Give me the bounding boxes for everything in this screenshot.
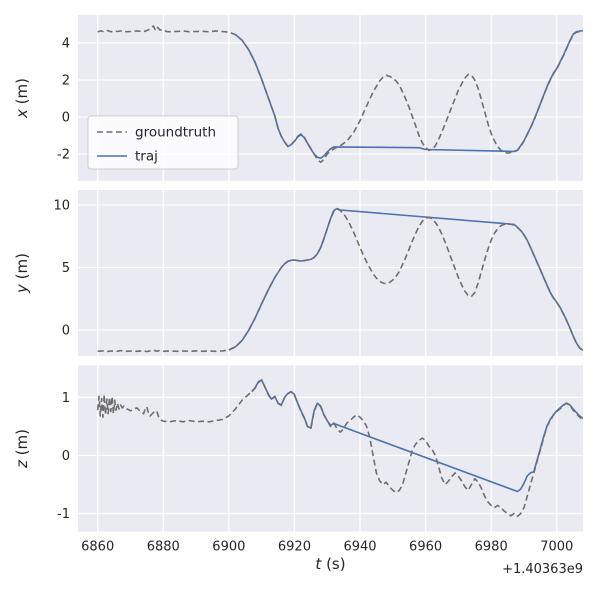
- y-axis-label-y: y (m): [13, 253, 31, 294]
- legend-label-groundtruth: groundtruth: [135, 125, 216, 141]
- x-tick-label: 7000: [540, 540, 573, 555]
- legend-label-traj: traj: [135, 149, 158, 165]
- y-tick-label: 4: [62, 36, 70, 51]
- y-tick-label: 0: [62, 110, 70, 125]
- x-tick-label: 6860: [81, 540, 114, 555]
- axes-background: [78, 365, 583, 532]
- y-axis-label-z: z (m): [13, 429, 31, 469]
- y-tick-label: 1: [62, 391, 70, 406]
- subplot-y: 0 5 10 y (m): [13, 190, 583, 356]
- x-tick-label: 6980: [475, 540, 508, 555]
- series-groundtruth-y: [97, 208, 583, 353]
- x-tick-label: 6960: [409, 540, 442, 555]
- y-tick-label: 0: [62, 324, 70, 339]
- y-axis-label-x: x (m): [13, 78, 31, 119]
- y-tick-label: 2: [62, 73, 70, 88]
- y-tick-label: -1: [57, 507, 70, 522]
- series-groundtruth-z: [96, 379, 583, 518]
- series-groundtruth-x: [97, 25, 583, 164]
- x-axis-label: t (s): [315, 555, 345, 573]
- y-tick-label: 10: [53, 199, 70, 214]
- x-tick-label: 6880: [147, 540, 180, 555]
- axes-background: [78, 190, 583, 356]
- y-tick-label: 0: [62, 449, 70, 464]
- subplot-z: -1 0 1 z (m) 6860 6880 6900 6920 6940 6960 6980 700…: [13, 365, 583, 555]
- legend: groundtruth traj: [87, 115, 239, 170]
- y-tick-label: -2: [57, 147, 70, 162]
- x-tick-label: 6920: [278, 540, 311, 555]
- x-axis-offset-text: +1.40363e9: [502, 562, 583, 577]
- y-tick-label: 5: [62, 261, 70, 276]
- x-tick-label: 6900: [212, 540, 245, 555]
- x-tick-label: 6940: [343, 540, 376, 555]
